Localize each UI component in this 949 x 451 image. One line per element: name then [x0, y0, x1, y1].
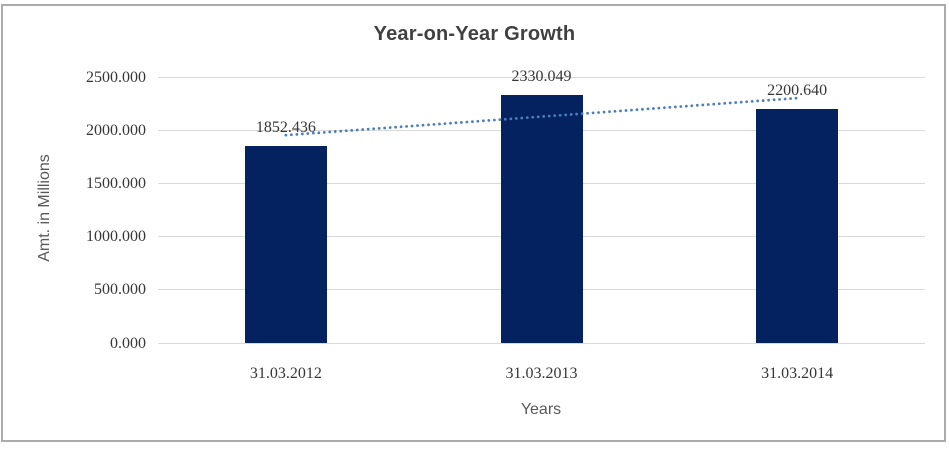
x-axis-title: Years: [520, 401, 562, 418]
y-axis-tick-label: 500.000: [94, 281, 146, 299]
x-axis-tick-label: 31.03.2012: [249, 365, 322, 382]
y-axis-tick-label: 2500.000: [86, 68, 146, 86]
trendline: [284, 96, 799, 137]
gridline: [158, 76, 925, 78]
y-axis-tick-label: 1000.000: [86, 228, 146, 246]
x-axis-tick-label: 31.03.2014: [761, 365, 834, 382]
x-axis-tick-label: 31.03.2013: [505, 365, 578, 382]
data-label: 2330.049: [511, 68, 572, 86]
bar: [756, 108, 839, 343]
data-label: 2200.640: [767, 81, 828, 99]
gridline: [158, 342, 925, 344]
y-axis-tick-label: 0.000: [110, 334, 146, 352]
data-label: 1852.436: [255, 118, 316, 136]
y-axis-tick-label: 2000.000: [86, 121, 146, 139]
y-axis-tick-label: 1500.000: [86, 174, 146, 192]
bar: [244, 145, 327, 343]
bar: [500, 95, 583, 343]
chart-title: Year-on-Year Growth: [373, 23, 576, 45]
